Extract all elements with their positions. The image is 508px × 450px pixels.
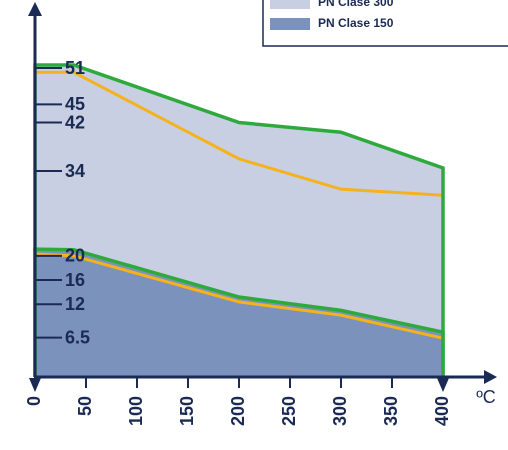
x-tick-label: 350 (381, 396, 401, 426)
legend: PN Clase 300 PN Clase 150 (262, 0, 508, 47)
y-tick-label: 42 (65, 112, 85, 132)
legend-label: PN Clase 150 (318, 16, 394, 30)
y-axis-arrow (28, 2, 42, 16)
x-tick-label: 250 (279, 396, 299, 426)
y-tick-label: 20 (65, 246, 85, 266)
x-axis-label: ºC (476, 387, 496, 407)
y-tick-label: 34 (65, 161, 85, 181)
x-tick-label: 0 (24, 396, 44, 406)
legend-swatch (270, 0, 310, 9)
legend-swatch (270, 18, 310, 30)
area (35, 249, 443, 377)
y-tick-label: 6.5 (65, 327, 90, 347)
y-tick-label: 12 (65, 294, 85, 314)
plot (33, 63, 445, 378)
x-tick-label: 200 (228, 396, 248, 426)
y-tick-label: 51 (65, 58, 85, 78)
y-tick-label: 45 (65, 94, 85, 114)
x-axis-arrow (484, 370, 497, 384)
x-tick-label: 150 (177, 396, 197, 426)
y-tick-label: 16 (65, 270, 85, 290)
x-tick-label: 300 (330, 396, 350, 426)
x-tick-label: 50 (75, 396, 95, 416)
limit-line (35, 70, 444, 197)
x-tick-label: 400 (432, 396, 452, 426)
legend-label: PN Clase 300 (318, 0, 394, 9)
x-tick-label: 100 (126, 396, 146, 426)
